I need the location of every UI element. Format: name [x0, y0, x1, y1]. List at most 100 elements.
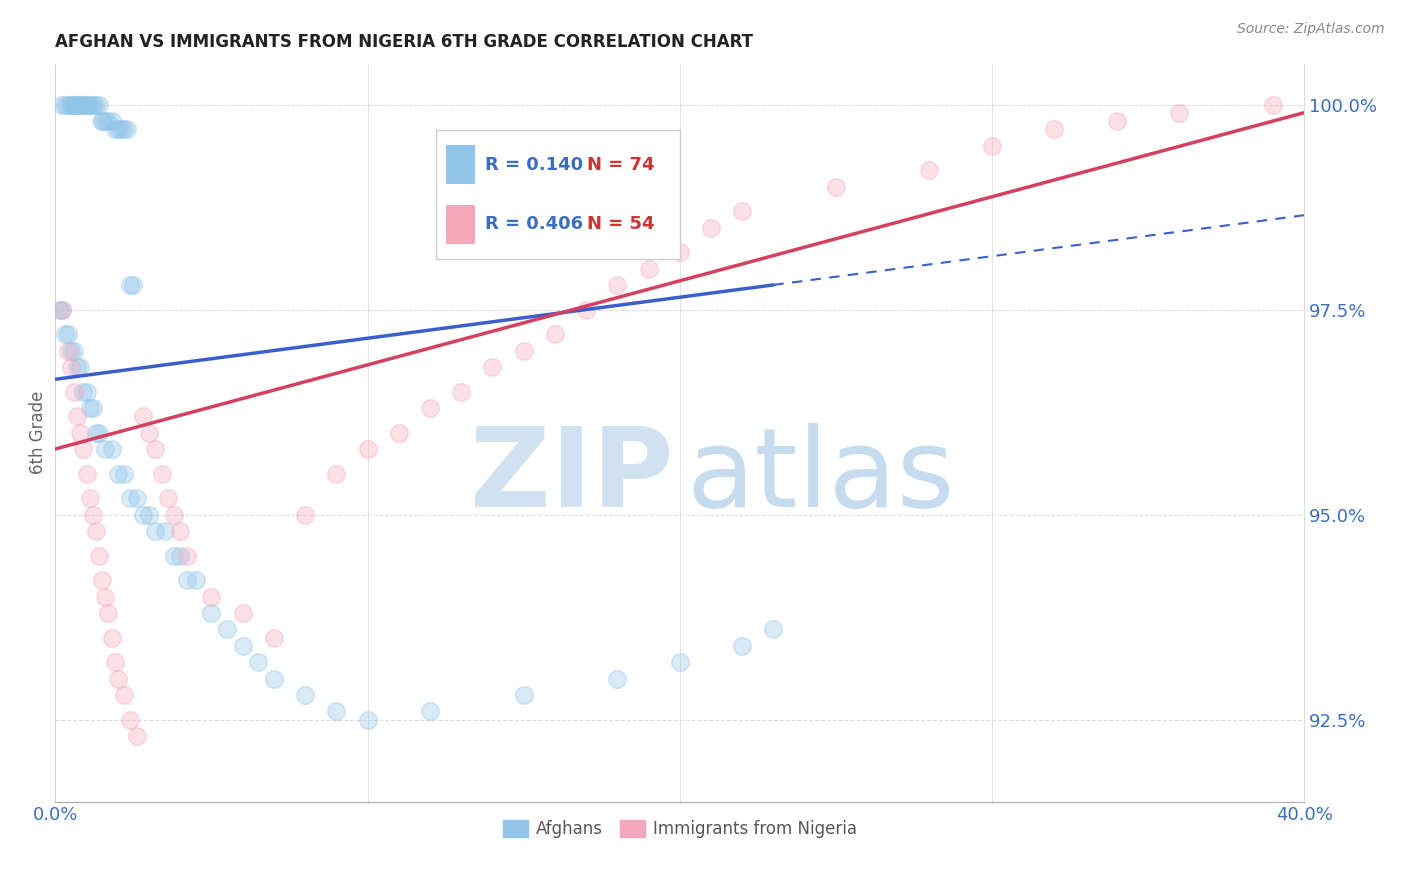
Point [606, 672, 628, 686]
Point [122, 277, 145, 292]
Point [217, 623, 239, 637]
Point [156, 491, 179, 505]
Point [1168, 105, 1191, 120]
Point [82, 401, 104, 415]
Point [72, 442, 94, 456]
Point [104, 122, 127, 136]
Point [110, 122, 132, 136]
Point [294, 508, 316, 522]
Point [63, 97, 86, 112]
Point [762, 623, 785, 637]
Point [51, 302, 73, 317]
Point [97, 606, 120, 620]
Point [232, 606, 254, 620]
Point [94, 590, 117, 604]
Point [176, 573, 198, 587]
Point [544, 327, 567, 342]
Point [56, 97, 79, 112]
Point [356, 713, 378, 727]
Point [87, 97, 110, 112]
Point [76, 97, 98, 112]
Point [100, 114, 122, 128]
Point [91, 114, 114, 128]
Point [59, 97, 82, 112]
Point [918, 163, 941, 178]
Text: atlas: atlas [686, 424, 955, 531]
Point [668, 245, 690, 260]
Text: ZIP: ZIP [470, 424, 673, 531]
Point [125, 729, 148, 743]
Point [1261, 97, 1284, 112]
Point [94, 114, 117, 128]
Point [91, 114, 114, 128]
Point [731, 204, 754, 219]
Point [48, 302, 70, 317]
Point [481, 359, 503, 374]
Point [700, 220, 723, 235]
Point [356, 442, 378, 456]
Point [138, 425, 160, 440]
Point [82, 508, 104, 522]
Point [450, 384, 472, 399]
Legend: Afghans, Immigrants from Nigeria: Afghans, Immigrants from Nigeria [496, 814, 863, 845]
Point [138, 508, 160, 522]
Point [200, 590, 222, 604]
Point [76, 384, 98, 399]
Point [512, 343, 534, 358]
Point [66, 97, 89, 112]
Point [66, 409, 89, 424]
Point [419, 704, 441, 718]
Point [63, 343, 86, 358]
Point [120, 713, 142, 727]
Point [84, 97, 107, 112]
Point [112, 122, 135, 136]
Point [59, 97, 82, 112]
Point [200, 606, 222, 620]
Point [606, 277, 628, 292]
Point [575, 302, 598, 317]
Point [247, 655, 270, 669]
Point [97, 114, 120, 128]
Point [263, 672, 285, 686]
Point [79, 401, 101, 415]
Point [112, 467, 135, 481]
Point [53, 97, 76, 112]
Point [84, 524, 107, 538]
Point [132, 508, 155, 522]
Point [120, 491, 142, 505]
Point [163, 549, 186, 563]
Text: Source: ZipAtlas.com: Source: ZipAtlas.com [1237, 22, 1385, 37]
Point [72, 384, 94, 399]
Point [76, 467, 98, 481]
Point [107, 467, 129, 481]
Point [53, 327, 76, 342]
Point [169, 524, 191, 538]
Point [132, 409, 155, 424]
Point [388, 425, 411, 440]
Point [69, 97, 91, 112]
Point [824, 179, 846, 194]
Point [94, 442, 117, 456]
Point [79, 491, 101, 505]
Y-axis label: 6th Grade: 6th Grade [30, 391, 46, 475]
Point [125, 491, 148, 505]
Point [79, 97, 101, 112]
Point [668, 655, 690, 669]
Point [59, 359, 82, 374]
Point [419, 401, 441, 415]
Point [63, 384, 86, 399]
Point [66, 359, 89, 374]
Point [169, 549, 191, 563]
Point [82, 97, 104, 112]
Point [294, 688, 316, 702]
Point [72, 97, 94, 112]
Point [100, 631, 122, 645]
Point [263, 631, 285, 645]
Point [69, 425, 91, 440]
Point [980, 138, 1002, 153]
Point [107, 122, 129, 136]
Point [731, 639, 754, 653]
Point [232, 639, 254, 653]
Point [1105, 114, 1128, 128]
Point [325, 467, 347, 481]
